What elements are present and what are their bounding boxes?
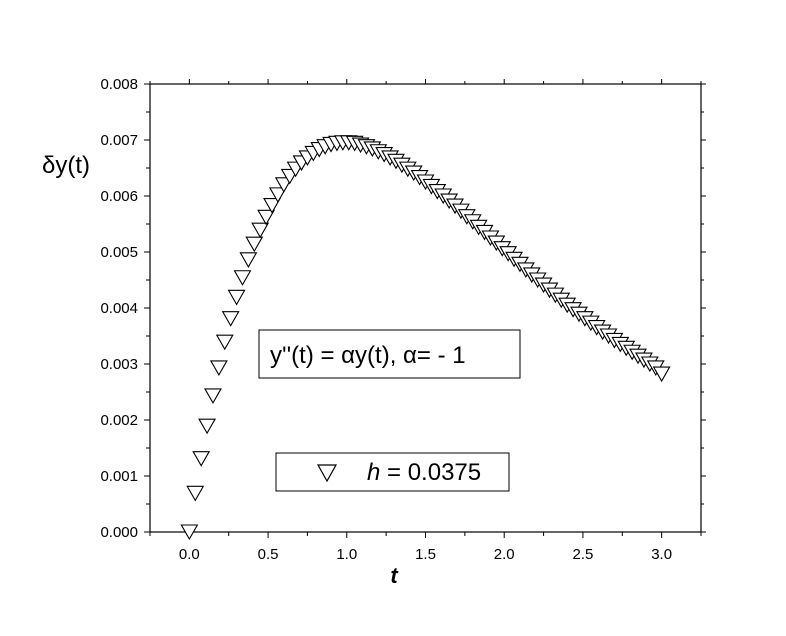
data-series [180, 135, 671, 541]
legend-label: h = 0.0375 [367, 459, 481, 486]
y-tick-label: 0.008 [100, 76, 138, 93]
y-tick-label: 0.001 [100, 468, 138, 485]
equation-box-frame [258, 329, 521, 379]
x-tick-label: 0.5 [258, 546, 279, 563]
y-tick-label: 0.006 [100, 188, 138, 205]
data-point [239, 252, 258, 268]
y-tick-label: 0.007 [100, 132, 138, 149]
legend: h = 0.0375 [275, 452, 510, 492]
data-point [268, 187, 287, 203]
x-tick-label: 2.5 [572, 546, 593, 563]
legend-marker [316, 464, 338, 483]
data-point [215, 334, 234, 351]
data-point [209, 360, 228, 377]
data-point [251, 222, 270, 239]
data-point [245, 236, 264, 253]
x-axis-title: t [390, 563, 399, 588]
data-point [221, 311, 240, 327]
y-tick-label: 0.003 [100, 356, 138, 373]
data-point [263, 197, 281, 214]
data-point [257, 209, 276, 226]
data-point [274, 177, 293, 193]
x-tick-label: 1.5 [415, 546, 436, 563]
data-point [652, 366, 671, 383]
data-point [198, 418, 217, 435]
equation-text: y''(t) = αy(t), α= - 1 [270, 342, 466, 369]
x-tick-label: 2.0 [494, 546, 515, 563]
x-tick-label: 0.0 [179, 546, 200, 563]
y-tick-label: 0.002 [100, 412, 138, 429]
y-tick-label: 0.000 [100, 524, 138, 541]
x-tick-label: 1.0 [336, 546, 357, 563]
x-axis: 0.0 0.5 1.0 1.5 2.0 2.5 3.0 [149, 79, 702, 563]
legend-symbol: h [367, 459, 380, 486]
y-tick-label: 0.004 [100, 300, 138, 317]
data-point [180, 524, 199, 541]
legend-frame [275, 452, 510, 492]
data-point [204, 388, 222, 405]
data-point [192, 451, 211, 467]
x-tick-label: 3.0 [651, 546, 672, 563]
data-point [227, 289, 246, 306]
data-point [233, 270, 252, 286]
y-axis-title: δy(t) [42, 152, 90, 179]
data-point [186, 485, 205, 502]
equation-box: y''(t) = αy(t), α= - 1 [258, 329, 521, 379]
legend-value: = 0.0375 [380, 459, 481, 486]
y-axis: 0.000 0.001 0.002 0.003 0.004 0.005 0.006 0.007… [100, 76, 706, 541]
y-tick-label: 0.005 [100, 244, 138, 261]
